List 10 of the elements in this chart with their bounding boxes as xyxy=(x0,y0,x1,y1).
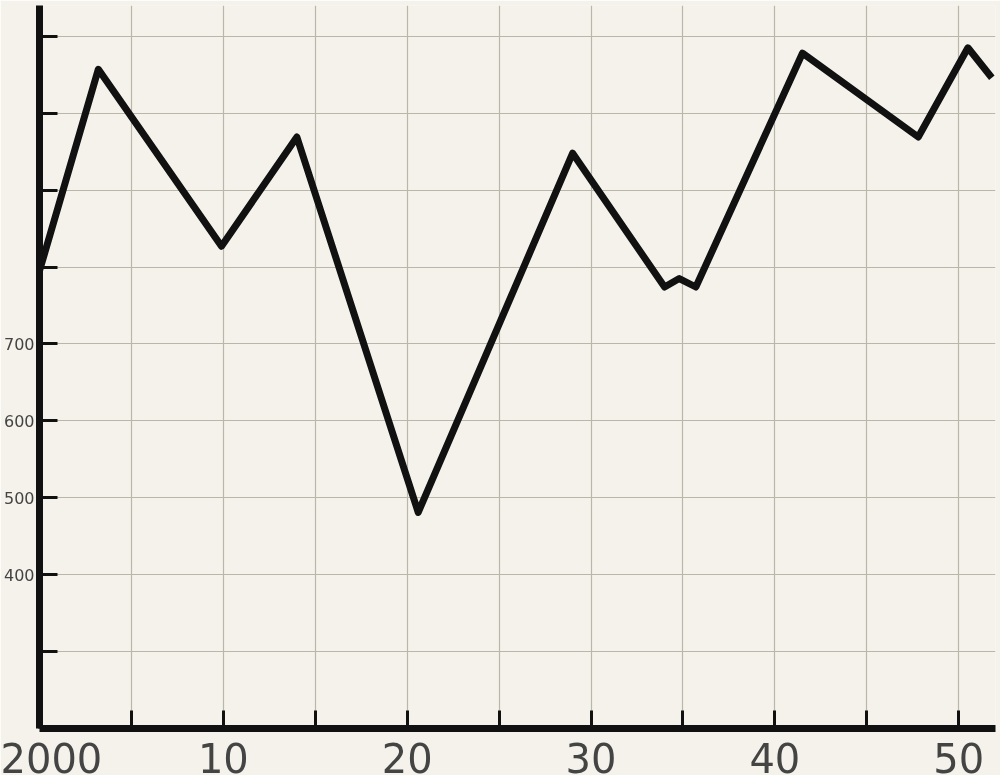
y-tick-label: 400 xyxy=(3,565,35,585)
x-tick-label: 40 xyxy=(749,735,801,782)
x-tick-label: 2000 xyxy=(0,735,103,782)
y-tick-label: 500 xyxy=(3,488,35,508)
x-tick-label: 30 xyxy=(565,735,617,782)
x-tick-label: 20 xyxy=(381,735,433,782)
y-tick-label: 700 xyxy=(3,334,35,354)
y-tick-label: 600 xyxy=(3,411,35,431)
x-tick-label: 10 xyxy=(197,735,249,782)
x-tick-label: 50 xyxy=(933,735,985,782)
